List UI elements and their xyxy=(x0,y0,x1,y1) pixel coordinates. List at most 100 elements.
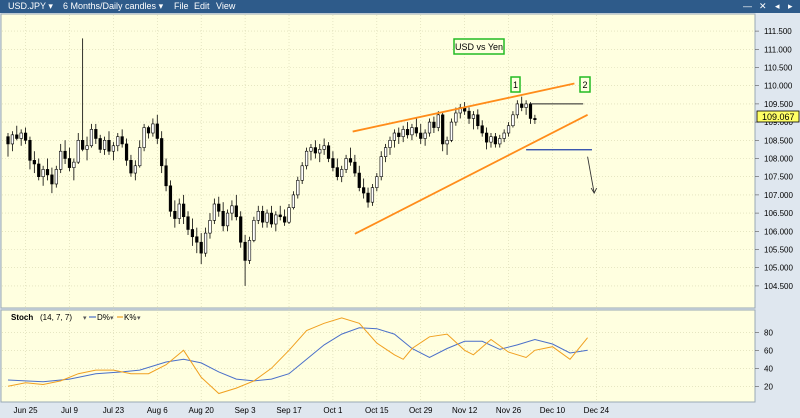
candle-down xyxy=(441,114,445,145)
candle-down xyxy=(326,145,331,159)
candle-down xyxy=(366,192,370,203)
candle-up xyxy=(384,147,388,157)
candle-down xyxy=(480,125,484,134)
symbol-selector[interactable]: USD.JPY ▾ xyxy=(8,0,53,13)
stoch-d-line xyxy=(7,327,588,383)
down-arrow-icon xyxy=(587,156,595,194)
candle-up xyxy=(10,134,14,145)
symbol-label: USD.JPY xyxy=(8,1,46,11)
close-icon[interactable]: ✕ xyxy=(759,1,767,11)
candle-down xyxy=(195,236,199,243)
candle-down xyxy=(432,121,436,128)
grid xyxy=(2,15,755,400)
candle-down xyxy=(160,138,164,167)
candle-down xyxy=(528,103,533,119)
arrow-head-icon xyxy=(590,187,598,195)
candle-down xyxy=(239,216,243,243)
price-tick-label: 106.500 xyxy=(764,209,793,218)
candle-down xyxy=(129,160,133,174)
price-tick-label: 110.500 xyxy=(764,64,793,73)
candle-up xyxy=(454,112,458,123)
candle-down xyxy=(397,132,401,137)
candle-up xyxy=(85,145,89,150)
price-tick-label: 109.500 xyxy=(764,100,793,109)
candle-up xyxy=(436,114,440,128)
candle-up xyxy=(511,114,515,127)
menu-view[interactable]: View xyxy=(216,1,236,11)
candle-down xyxy=(94,129,98,139)
time-tick-label: Dec 10 xyxy=(540,406,566,415)
stoch-tick-label: 20 xyxy=(764,382,773,391)
stoch-tick-label: 60 xyxy=(764,346,773,355)
candle-down xyxy=(63,150,67,159)
candle-down xyxy=(146,127,151,134)
candle-down xyxy=(283,216,287,223)
label-2: 2 xyxy=(582,80,587,90)
candle-down xyxy=(67,158,72,168)
candle-up xyxy=(309,147,313,152)
candle-down xyxy=(533,118,537,120)
candle-up xyxy=(370,187,375,203)
candle-up xyxy=(445,140,449,145)
last-price-marker: 109.067 xyxy=(756,110,800,123)
time-tick-label: Dec 24 xyxy=(584,406,610,415)
candle-down xyxy=(182,203,186,218)
price-tick-label: 111.500 xyxy=(764,27,792,36)
minimize-icon[interactable]: — xyxy=(743,1,752,11)
candle-down xyxy=(520,103,524,108)
time-tick-label: Sep 3 xyxy=(235,406,256,415)
candle-down xyxy=(405,129,410,136)
candle-up xyxy=(142,127,146,148)
scroll-right-icon[interactable]: ▸ xyxy=(788,1,793,11)
candle-up xyxy=(322,145,326,150)
k-legend: K% xyxy=(124,313,136,322)
candle-up xyxy=(256,210,260,221)
candle-up xyxy=(401,129,405,137)
candle-up xyxy=(76,140,80,163)
price-chart: 111.500 111.000 110.500 110.000 109.500 109.0… xyxy=(0,13,800,418)
candle-down xyxy=(15,134,19,139)
candle-up xyxy=(375,176,379,188)
candle-down xyxy=(269,212,274,225)
candle-down xyxy=(419,132,423,139)
d-legend: D% xyxy=(97,313,110,322)
d-settings-icon[interactable]: ▾ xyxy=(110,315,114,322)
time-tick-labels: Jun 25 Jul 9 Jul 23 Aug 6 Aug 20 Sep 3 Sep 17 O… xyxy=(14,406,610,415)
candle-up xyxy=(410,127,414,136)
k-settings-icon[interactable]: ▾ xyxy=(137,315,141,322)
price-tick-labels: 111.500 111.000 110.500 110.000 109.500 109.0… xyxy=(755,27,793,291)
price-tick-label: 108.500 xyxy=(764,136,793,145)
candle-up xyxy=(111,145,115,152)
menu-edit[interactable]: Edit xyxy=(194,1,210,11)
candle-up xyxy=(344,158,348,170)
candle-down xyxy=(50,174,54,185)
period-selector[interactable]: 6 Months/Daily candles ▾ xyxy=(63,0,163,13)
candle-down xyxy=(23,132,28,141)
candle-up xyxy=(498,138,502,145)
candle-down xyxy=(168,185,173,212)
candle-up xyxy=(423,132,427,139)
price-tick-label: 105.500 xyxy=(764,246,793,255)
price-tick-label: 105.000 xyxy=(764,264,793,273)
settings-icon[interactable]: ▾ xyxy=(83,315,87,322)
candle-down xyxy=(199,241,203,254)
candle-up xyxy=(102,140,107,150)
title-bar: USD.JPY ▾ 6 Months/Daily candles ▾ File … xyxy=(0,0,800,13)
candle-up xyxy=(379,156,383,177)
time-tick-label: Oct 1 xyxy=(323,406,343,415)
time-tick-label: Aug 20 xyxy=(189,406,215,415)
candle-down xyxy=(313,147,317,154)
time-tick-label: Nov 26 xyxy=(496,406,522,415)
candle-down xyxy=(81,140,85,150)
candle-up xyxy=(138,147,142,167)
scroll-left-icon[interactable]: ◂ xyxy=(775,1,780,11)
candle-down xyxy=(98,138,102,150)
candle-down xyxy=(164,165,168,187)
time-tick-label: Oct 29 xyxy=(409,406,433,415)
time-tick-label: Aug 6 xyxy=(147,406,168,415)
candle-up xyxy=(54,169,58,185)
menu-file[interactable]: File xyxy=(174,1,189,11)
candle-up xyxy=(274,214,278,225)
candle-up xyxy=(427,121,432,134)
